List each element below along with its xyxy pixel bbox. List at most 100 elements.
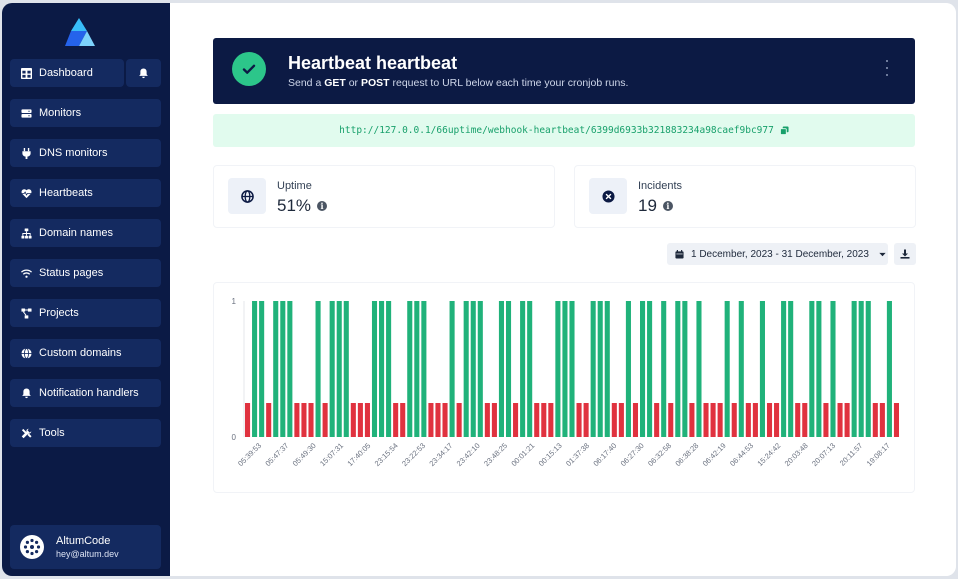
bar-up[interactable] <box>816 301 822 437</box>
info-icon[interactable]: i <box>317 201 328 211</box>
sidebar-item-heartbeats[interactable]: Heartbeats <box>10 179 161 207</box>
notifications-button[interactable] <box>126 59 161 87</box>
bar-up[interactable] <box>343 301 349 437</box>
bar-down[interactable] <box>294 403 300 437</box>
bar-down[interactable] <box>308 403 314 437</box>
bar-up[interactable] <box>851 301 857 437</box>
bar-down[interactable] <box>879 403 885 437</box>
bar-down[interactable] <box>491 403 497 437</box>
bar-down[interactable] <box>654 403 660 437</box>
bar-down[interactable] <box>266 403 272 437</box>
bar-up[interactable] <box>252 301 258 437</box>
bar-up[interactable] <box>788 301 794 437</box>
bar-down[interactable] <box>350 403 356 437</box>
bar-down[interactable] <box>872 403 878 437</box>
bar-down[interactable] <box>435 403 441 437</box>
bar-up[interactable] <box>597 301 603 437</box>
bar-down[interactable] <box>301 403 307 437</box>
bar-down[interactable] <box>802 403 808 437</box>
bar-up[interactable] <box>259 301 265 437</box>
bar-down[interactable] <box>745 403 751 437</box>
copy-icon[interactable] <box>779 126 789 135</box>
bar-down[interactable] <box>689 403 695 437</box>
bar-down[interactable] <box>322 403 328 437</box>
sidebar-item-status-pages[interactable]: Status pages <box>10 259 161 287</box>
bar-down[interactable] <box>393 403 399 437</box>
webhook-url[interactable]: http://127.0.0.1/66uptime/webhook-heartb… <box>339 125 774 136</box>
bar-up[interactable] <box>886 301 892 437</box>
bar-down[interactable] <box>837 403 843 437</box>
bar-up[interactable] <box>477 301 483 437</box>
bar-down[interactable] <box>576 403 582 437</box>
bar-down[interactable] <box>844 403 850 437</box>
bar-up[interactable] <box>273 301 279 437</box>
sidebar-item-domain-names[interactable]: Domain names <box>10 219 161 247</box>
bar-down[interactable] <box>703 403 709 437</box>
bar-up[interactable] <box>809 301 815 437</box>
sidebar-item-notification-handlers[interactable]: Notification handlers <box>10 379 161 407</box>
sidebar-item-dashboard[interactable]: Dashboard <box>10 59 124 87</box>
bar-down[interactable] <box>442 403 448 437</box>
bar-up[interactable] <box>590 301 596 437</box>
bar-down[interactable] <box>534 403 540 437</box>
bar-down[interactable] <box>611 403 617 437</box>
bar-down[interactable] <box>484 403 490 437</box>
date-range-button[interactable]: 1 December, 2023 - 31 December, 2023 <box>667 243 888 265</box>
bar-up[interactable] <box>407 301 413 437</box>
bar-up[interactable] <box>781 301 787 437</box>
bar-up[interactable] <box>463 301 469 437</box>
bar-up[interactable] <box>865 301 871 437</box>
bar-down[interactable] <box>795 403 801 437</box>
webhook-url-box[interactable]: http://127.0.0.1/66uptime/webhook-heartb… <box>213 114 915 147</box>
bar-down[interactable] <box>244 403 251 437</box>
bar-up[interactable] <box>647 301 653 437</box>
bar-down[interactable] <box>774 403 780 437</box>
bar-down[interactable] <box>583 403 589 437</box>
bar-up[interactable] <box>858 301 864 437</box>
bar-up[interactable] <box>386 301 392 437</box>
bar-up[interactable] <box>421 301 427 437</box>
bar-up[interactable] <box>379 301 385 437</box>
bar-up[interactable] <box>280 301 286 437</box>
bar-up[interactable] <box>505 301 512 437</box>
bar-down[interactable] <box>456 403 462 437</box>
bar-down[interactable] <box>364 403 370 437</box>
bar-down[interactable] <box>766 403 773 437</box>
bar-down[interactable] <box>632 403 639 437</box>
bar-up[interactable] <box>830 301 836 437</box>
bar-down[interactable] <box>893 403 900 437</box>
bar-down[interactable] <box>357 403 363 437</box>
sidebar-item-dns-monitors[interactable]: DNS monitors <box>10 139 161 167</box>
bar-down[interactable] <box>400 403 406 437</box>
bar-up[interactable] <box>724 301 730 437</box>
bar-up[interactable] <box>498 301 504 437</box>
bar-down[interactable] <box>731 403 737 437</box>
bar-down[interactable] <box>618 403 624 437</box>
bar-up[interactable] <box>315 301 321 437</box>
bar-down[interactable] <box>710 403 716 437</box>
bar-up[interactable] <box>640 301 646 437</box>
bar-up[interactable] <box>562 301 568 437</box>
sidebar-item-tools[interactable]: Tools <box>10 419 161 447</box>
bar-down[interactable] <box>752 403 758 437</box>
bar-up[interactable] <box>527 301 533 437</box>
bar-up[interactable] <box>371 301 378 437</box>
more-options-icon[interactable] <box>885 60 889 76</box>
bar-up[interactable] <box>682 301 688 437</box>
info-icon[interactable]: i <box>662 201 673 211</box>
bar-up[interactable] <box>738 301 744 437</box>
bar-up[interactable] <box>625 301 631 437</box>
bar-up[interactable] <box>759 301 765 437</box>
user-card[interactable]: AltumCode hey@altum.dev <box>10 525 161 569</box>
bar-down[interactable] <box>541 403 547 437</box>
bar-up[interactable] <box>520 301 526 437</box>
bar-down[interactable] <box>823 403 829 437</box>
bar-down[interactable] <box>548 403 554 437</box>
bar-up[interactable] <box>661 301 667 437</box>
bar-up[interactable] <box>449 301 455 437</box>
bar-down[interactable] <box>668 403 674 437</box>
bar-up[interactable] <box>470 301 476 437</box>
sidebar-item-monitors[interactable]: Monitors <box>10 99 161 127</box>
bar-up[interactable] <box>287 301 293 437</box>
bar-up[interactable] <box>696 301 702 437</box>
